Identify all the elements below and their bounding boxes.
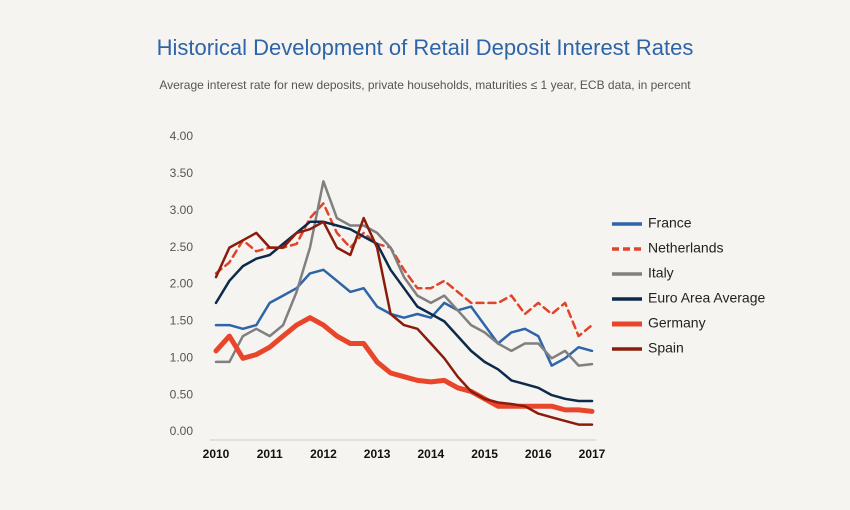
y-tick-label: 0.00 xyxy=(170,424,194,438)
series-line xyxy=(214,216,594,426)
y-tick-label: 1.00 xyxy=(170,350,194,364)
y-tick-label: 3.50 xyxy=(170,166,194,180)
legend-label: Netherlands xyxy=(648,240,724,256)
legend-label: France xyxy=(648,215,692,231)
chart-title: Historical Development of Retail Deposit… xyxy=(157,35,694,60)
x-tick-label: 2012 xyxy=(310,447,337,461)
legend-label: Spain xyxy=(648,340,684,356)
legend-label: Italy xyxy=(648,265,674,281)
x-tick-label: 2016 xyxy=(525,447,552,461)
x-tick-label: 2010 xyxy=(203,447,230,461)
legend-label: Germany xyxy=(648,315,706,331)
y-tick-label: 1.50 xyxy=(170,314,194,328)
chart-subtitle: Average interest rate for new deposits, … xyxy=(159,78,691,92)
y-tick-label: 4.00 xyxy=(170,129,194,143)
x-tick-label: 2011 xyxy=(257,447,283,461)
x-tick-label: 2017 xyxy=(579,447,606,461)
x-tick-label: 2014 xyxy=(418,447,445,461)
series-line xyxy=(213,315,595,414)
y-tick-label: 2.00 xyxy=(170,277,194,291)
y-tick-label: 2.50 xyxy=(170,240,194,254)
x-tick-label: 2013 xyxy=(364,447,391,461)
series-line xyxy=(214,180,594,367)
y-tick-label: 0.50 xyxy=(170,387,194,401)
y-tick-label: 3.00 xyxy=(170,203,194,217)
series-line xyxy=(214,268,594,367)
x-tick-label: 2015 xyxy=(471,447,498,461)
legend-label: Euro Area Average xyxy=(648,290,765,306)
